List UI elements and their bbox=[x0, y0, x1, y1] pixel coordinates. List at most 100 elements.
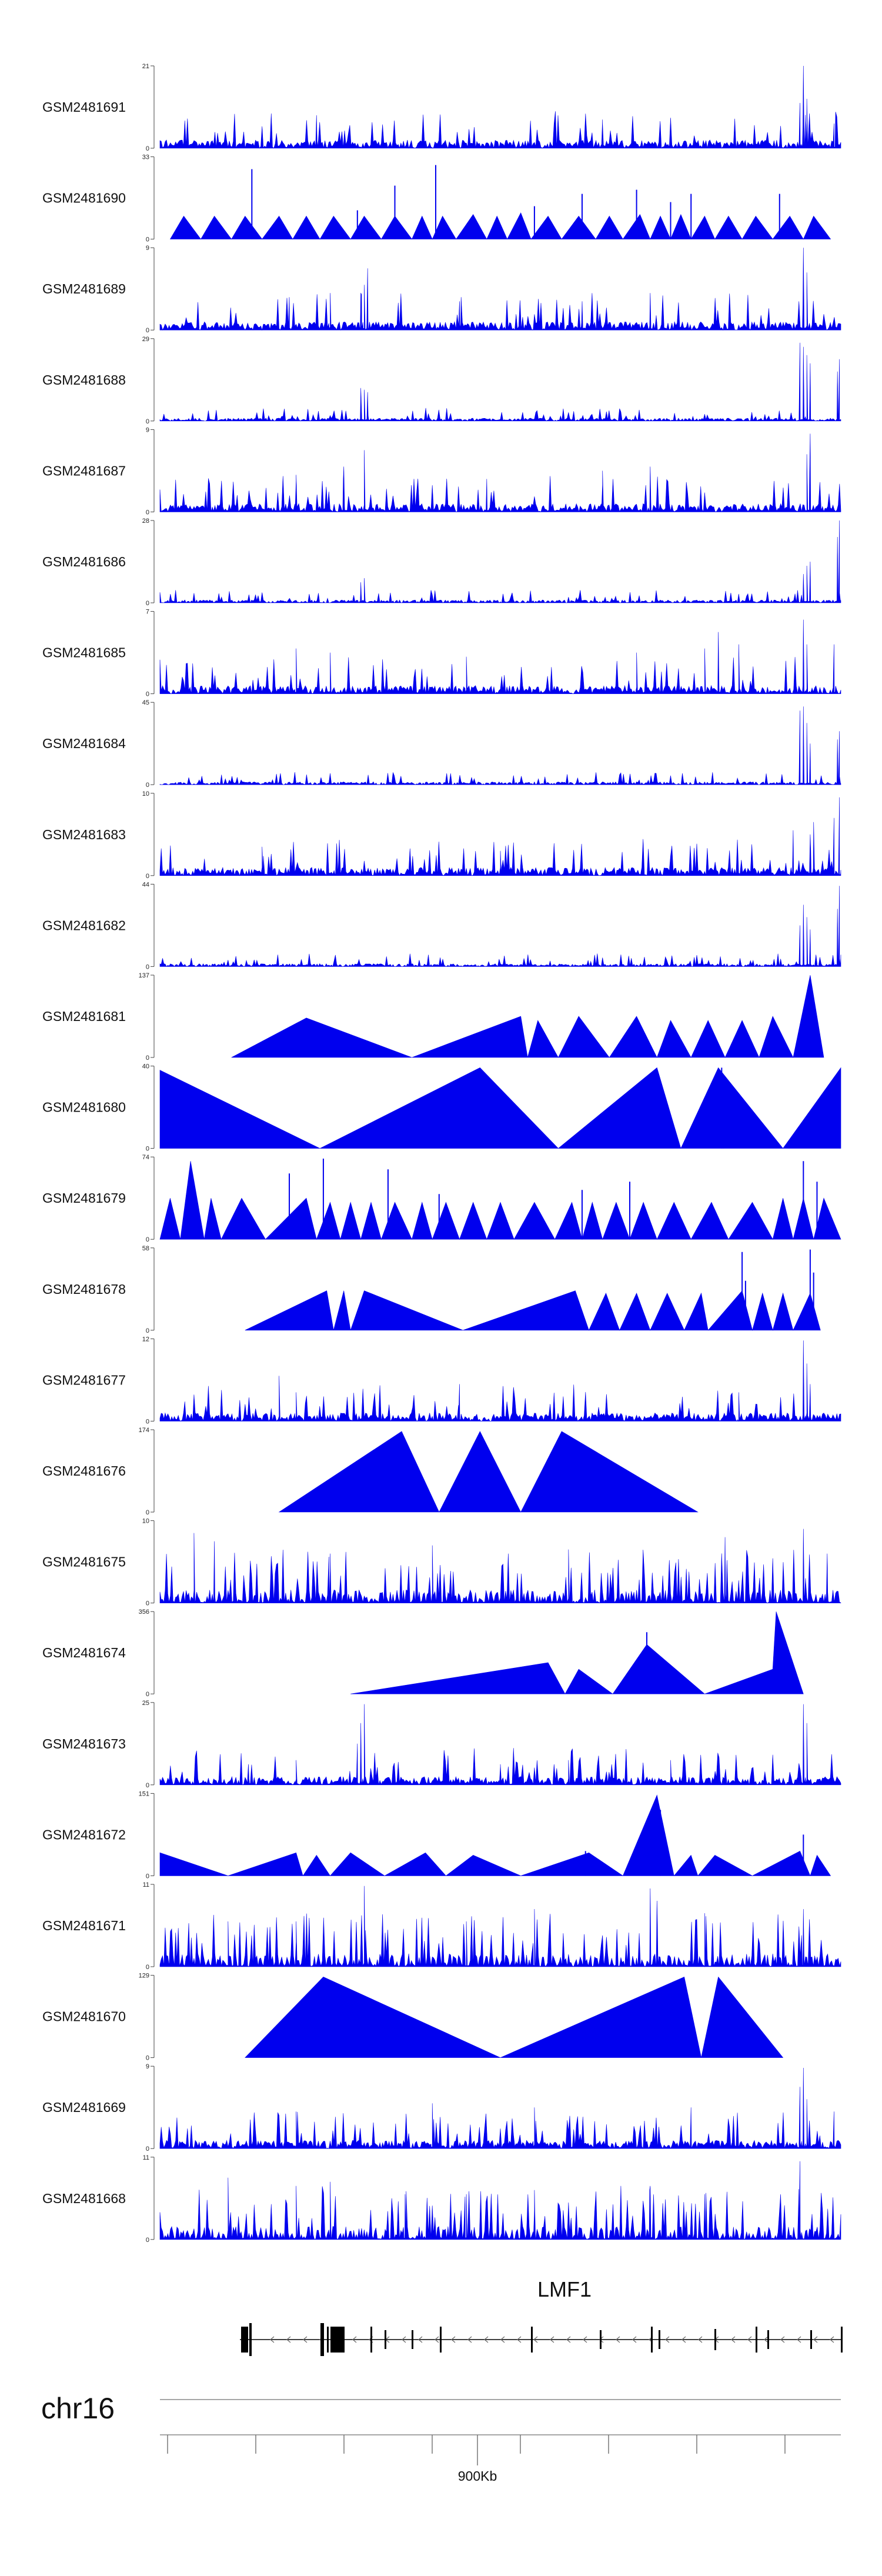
signal-tracks: GSM2481691210GSM2481690330GSM248168990GS… bbox=[42, 63, 841, 2244]
y-tick-max: 174 bbox=[139, 1427, 149, 1434]
track-GSM2481686: GSM2481686 28 0 bbox=[42, 518, 841, 607]
track-GSM2481691: GSM2481691 21 0 bbox=[42, 63, 841, 152]
y-tick-min: 0 bbox=[146, 1055, 149, 1062]
signal-area bbox=[159, 706, 841, 785]
strand-arrow bbox=[352, 2336, 357, 2343]
y-tick-max: 45 bbox=[142, 699, 149, 706]
y-tick-max: 29 bbox=[142, 336, 149, 343]
y-tick-max: 9 bbox=[146, 2063, 149, 2070]
track-label: GSM2481689 bbox=[42, 281, 126, 296]
y-tick-max: 21 bbox=[142, 63, 149, 70]
x-tick-label-900kb: 900Kb bbox=[458, 2468, 497, 2484]
strand-arrow bbox=[583, 2336, 587, 2343]
strand-arrow bbox=[731, 2336, 736, 2343]
y-tick-min: 0 bbox=[146, 963, 149, 970]
signal-area bbox=[159, 1794, 831, 1877]
signal-area bbox=[278, 1431, 699, 1513]
track-label: GSM2481683 bbox=[42, 827, 126, 842]
track-label: GSM2481680 bbox=[42, 1100, 126, 1115]
strand-arrow bbox=[303, 2336, 308, 2343]
y-tick-max: 58 bbox=[142, 1245, 149, 1252]
signal-area bbox=[231, 975, 824, 1058]
y-tick-min: 0 bbox=[146, 1418, 149, 1425]
y-tick-max: 10 bbox=[142, 790, 149, 798]
strand-arrow bbox=[533, 2336, 538, 2343]
strand-arrow bbox=[270, 2336, 275, 2343]
track-GSM2481669: GSM2481669 9 0 bbox=[42, 2063, 841, 2153]
y-tick-min: 0 bbox=[146, 1236, 149, 1243]
y-tick-min: 0 bbox=[146, 2237, 149, 2244]
y-tick-min: 0 bbox=[146, 2145, 149, 2153]
signal-area bbox=[159, 248, 841, 331]
y-tick-min: 0 bbox=[146, 1509, 149, 1516]
y-tick-max: 12 bbox=[142, 1336, 149, 1343]
y-tick-max: 9 bbox=[146, 245, 149, 252]
strand-arrow bbox=[830, 2336, 834, 2343]
track-GSM2481677: GSM2481677 12 0 bbox=[42, 1336, 841, 1425]
strand-arrow bbox=[764, 2336, 769, 2343]
exon bbox=[659, 2330, 660, 2349]
exon bbox=[714, 2329, 716, 2350]
strand-arrow bbox=[797, 2336, 801, 2343]
strand-arrow bbox=[500, 2336, 505, 2343]
strand-arrow bbox=[550, 2336, 554, 2343]
y-tick-min: 0 bbox=[146, 1146, 149, 1153]
exon bbox=[810, 2330, 812, 2349]
gene-track: LMF1 bbox=[240, 2277, 843, 2356]
track-label: GSM2481685 bbox=[42, 645, 126, 660]
track-GSM2481688: GSM2481688 29 0 bbox=[42, 336, 841, 425]
chromosome-label: chr16 bbox=[41, 2392, 115, 2425]
exon bbox=[600, 2330, 602, 2349]
y-tick-min: 0 bbox=[146, 691, 149, 698]
signal-area bbox=[159, 520, 841, 603]
signal-area bbox=[159, 1886, 841, 1967]
y-tick-max: 356 bbox=[139, 1609, 149, 1616]
strand-arrow bbox=[286, 2336, 291, 2343]
y-tick-max: 7 bbox=[146, 609, 149, 616]
track-label: GSM2481687 bbox=[42, 463, 126, 478]
track-label: GSM2481670 bbox=[42, 2009, 126, 2024]
exon bbox=[241, 2327, 248, 2353]
y-tick-max: 129 bbox=[139, 1973, 149, 1980]
exon bbox=[327, 2327, 329, 2353]
exon bbox=[385, 2330, 386, 2349]
y-tick-min: 0 bbox=[146, 1873, 149, 1880]
track-label: GSM2481675 bbox=[42, 1554, 126, 1570]
exon bbox=[320, 2323, 324, 2356]
exon bbox=[370, 2327, 372, 2353]
y-tick-max: 151 bbox=[139, 1790, 149, 1797]
y-tick-max: 10 bbox=[142, 1518, 149, 1525]
exon bbox=[767, 2330, 769, 2349]
y-tick-min: 0 bbox=[146, 145, 149, 152]
track-GSM2481679: GSM2481679 74 0 bbox=[42, 1154, 841, 1243]
y-tick-min: 0 bbox=[146, 236, 149, 243]
track-label: GSM2481681 bbox=[42, 1009, 126, 1024]
strand-arrow bbox=[402, 2336, 406, 2343]
strand-arrow bbox=[566, 2336, 571, 2343]
track-label: GSM2481674 bbox=[42, 1645, 126, 1660]
y-tick-min: 0 bbox=[146, 509, 149, 516]
track-GSM2481682: GSM2481682 44 0 bbox=[42, 881, 841, 970]
y-tick-min: 0 bbox=[146, 1964, 149, 1971]
track-GSM2481685: GSM2481685 7 0 bbox=[42, 609, 841, 698]
y-tick-min: 0 bbox=[146, 1600, 149, 1607]
track-GSM2481670: GSM2481670 129 0 bbox=[42, 1973, 784, 2062]
track-label: GSM2481676 bbox=[42, 1463, 126, 1479]
strand-arrow bbox=[813, 2336, 818, 2343]
coordinate-track: chr16 900Kb bbox=[41, 2392, 841, 2484]
y-tick-min: 0 bbox=[146, 1691, 149, 1698]
signal-area bbox=[159, 1340, 841, 1422]
signal-area bbox=[159, 65, 841, 149]
gene-model-lmf1 bbox=[240, 2323, 843, 2356]
y-tick-min: 0 bbox=[146, 1782, 149, 1789]
signal-area bbox=[159, 2161, 841, 2240]
exon bbox=[249, 2323, 252, 2356]
track-GSM2481676: GSM2481676 174 0 bbox=[42, 1427, 699, 1516]
strand-arrow bbox=[665, 2336, 670, 2343]
signal-area bbox=[159, 1529, 841, 1603]
exon bbox=[756, 2327, 757, 2353]
y-tick-min: 0 bbox=[146, 782, 149, 789]
y-tick-max: 9 bbox=[146, 426, 149, 433]
track-GSM2481684: GSM2481684 45 0 bbox=[42, 699, 841, 789]
